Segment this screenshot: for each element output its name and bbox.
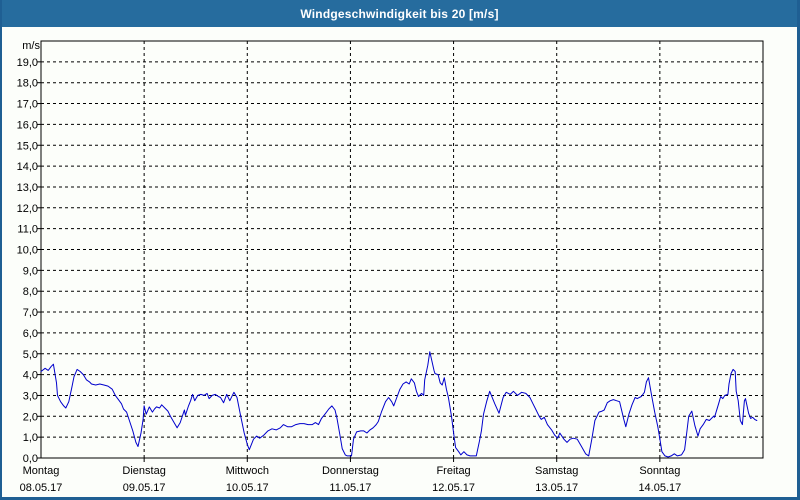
y-tick-label: 1,0: [23, 432, 38, 444]
y-tick-label: 12,0: [17, 203, 38, 215]
y-tick-label: 14,0: [17, 161, 38, 173]
y-tick-label: 5,0: [23, 349, 38, 361]
plot-border: [40, 40, 764, 459]
y-tick-label: 17,0: [17, 99, 38, 111]
window-title: Windgeschwindigkeit bis 20 [m/s]: [300, 6, 499, 21]
y-tick-label: 16,0: [17, 119, 38, 131]
y-tick-label: 2,0: [23, 411, 38, 423]
y-tick-label: 15,0: [17, 140, 38, 152]
x-tick-weekday-label: Freitag: [436, 465, 470, 477]
x-tick-weekday-label: Montag: [23, 465, 60, 477]
y-tick-label: 9,0: [23, 265, 38, 277]
y-tick-label: 13,0: [17, 182, 38, 194]
y-tick-label: 4,0: [23, 370, 38, 382]
wind-speed-series-line: [40, 351, 758, 458]
y-tick-label: 10,0: [17, 245, 38, 257]
x-tick-date-label: 11.05.17: [329, 482, 371, 494]
y-tick-label: 19,0: [17, 57, 38, 69]
x-tick-weekday-label: Dienstag: [122, 465, 165, 477]
x-tick-date-label: 13.05.17: [535, 482, 578, 494]
y-tick-label: 7,0: [23, 307, 38, 319]
x-tick-weekday-label: Mittwoch: [226, 465, 269, 477]
y-tick-label: 0,0: [23, 453, 38, 465]
y-tick-label: 3,0: [23, 390, 38, 402]
x-tick-weekday-label: Donnerstag: [322, 465, 379, 477]
title-bar: Windgeschwindigkeit bis 20 [m/s]: [2, 0, 797, 27]
x-tick-weekday-label: Sonntag: [639, 465, 680, 477]
x-tick-date-label: 10.05.17: [226, 482, 269, 494]
x-tick-date-label: 12.05.17: [432, 482, 475, 494]
x-tick-date-label: 14.05.17: [638, 482, 681, 494]
y-tick-label: 8,0: [23, 286, 38, 298]
x-tick-date-label: 09.05.17: [123, 482, 166, 494]
y-axis-unit-label: m/s: [22, 40, 40, 52]
x-tick-weekday-label: Samstag: [535, 465, 578, 477]
y-tick-label: 18,0: [17, 78, 38, 90]
y-tick-label: 6,0: [23, 328, 38, 340]
x-tick-date-label: 08.05.17: [20, 482, 63, 494]
y-tick-label: 11,0: [17, 224, 38, 236]
